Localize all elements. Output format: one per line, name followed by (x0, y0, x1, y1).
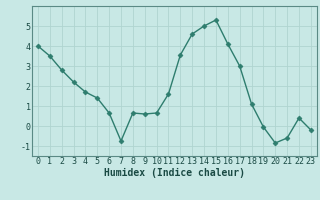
X-axis label: Humidex (Indice chaleur): Humidex (Indice chaleur) (104, 168, 245, 178)
